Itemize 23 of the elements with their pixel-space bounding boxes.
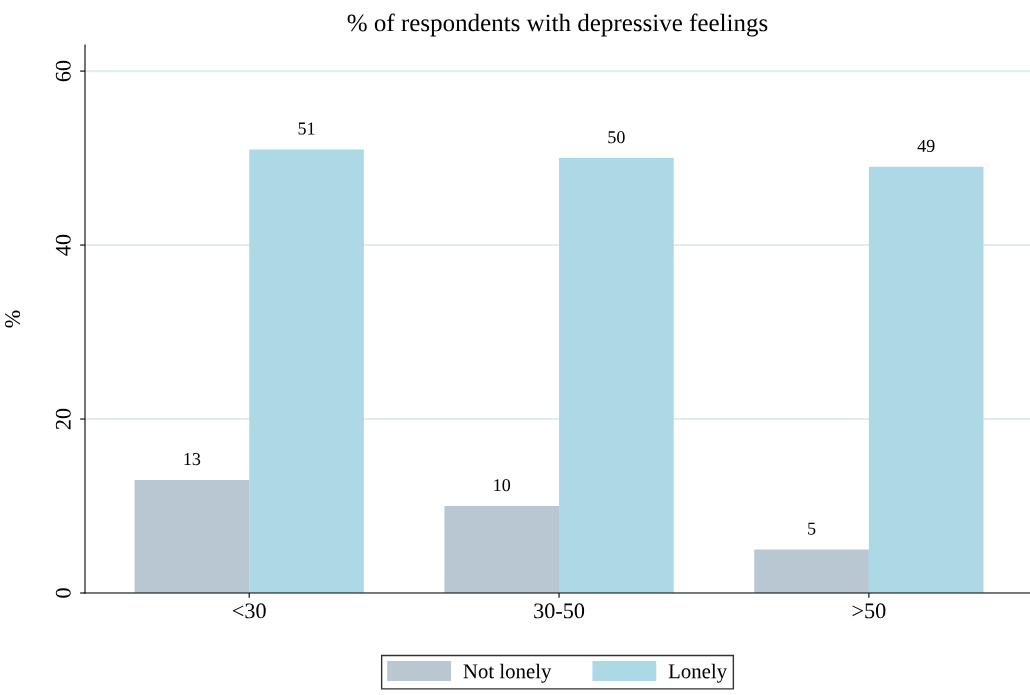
legend-label: Not lonely <box>463 663 552 683</box>
bar <box>754 549 869 593</box>
bar <box>868 166 984 593</box>
y-tick-label: 20 <box>55 408 71 430</box>
x-tick-label: >50 <box>852 603 886 619</box>
data-label: 13 <box>184 453 201 466</box>
bar <box>134 479 250 593</box>
data-label: 49 <box>917 139 935 152</box>
bar <box>249 149 364 593</box>
data-label: 51 <box>298 122 315 135</box>
y-tick-label: 40 <box>55 234 71 256</box>
legend-label: Lonely <box>668 663 728 683</box>
x-tick-label: 30-50 <box>534 603 585 619</box>
data-label: 5 <box>808 522 816 535</box>
bar <box>559 158 674 593</box>
data-label: 50 <box>608 131 625 144</box>
bar <box>444 506 560 593</box>
y-tick-label: 0 <box>55 588 71 598</box>
y-axis-title: % <box>5 310 21 328</box>
y-tick-label: 60 <box>55 60 71 82</box>
data-label: 10 <box>494 479 511 492</box>
x-tick-label: <30 <box>232 603 266 619</box>
chart-title: % of respondents with depressive feelings <box>347 13 768 37</box>
